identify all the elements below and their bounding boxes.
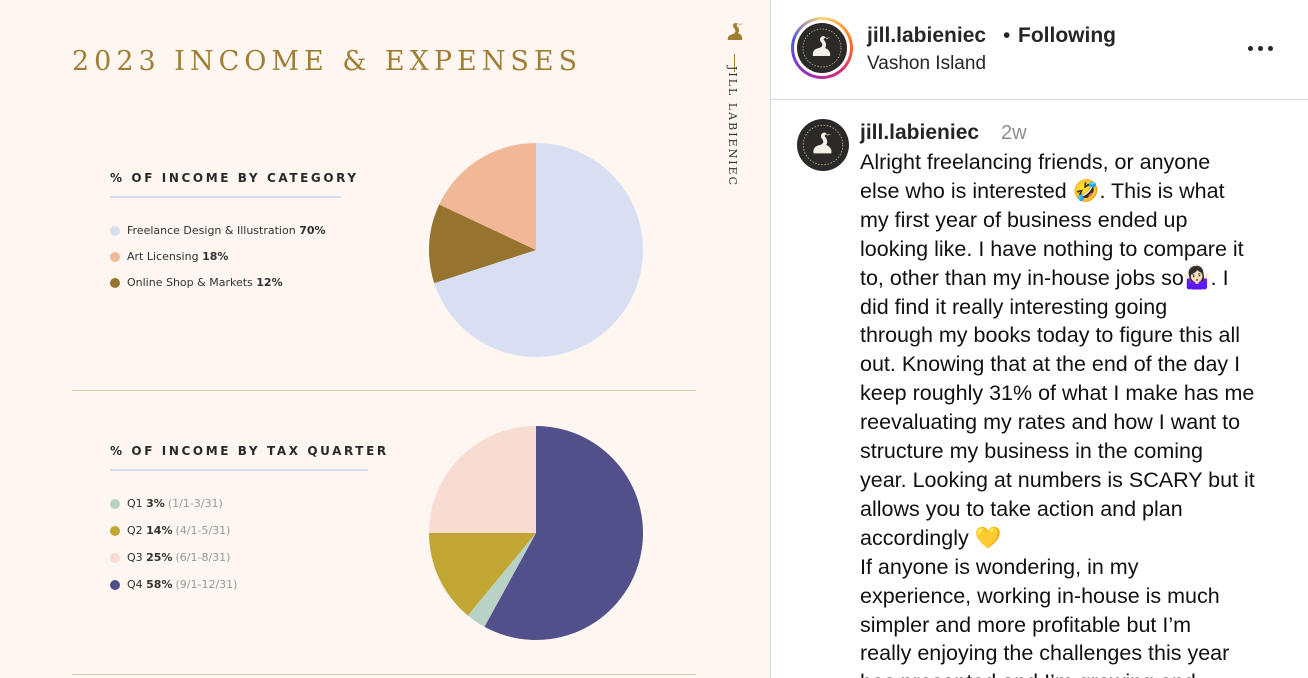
- legend-percent: 25%: [146, 551, 173, 564]
- caption-line: year. Looking at numbers is SCARY but it: [860, 467, 1255, 492]
- swan-avatar-icon: [802, 28, 842, 68]
- legend-date-range: (6/1-8/31): [175, 551, 231, 564]
- legend-label: Q4: [127, 578, 147, 591]
- caption-line: keep roughly 31% of what I make has me: [860, 381, 1255, 406]
- swan-logo-icon: [727, 23, 743, 40]
- legend-swatch: [110, 226, 120, 236]
- legend-swatch: [110, 252, 120, 262]
- tax-quarter-heading-rule: [110, 469, 368, 471]
- legend-label: Q1: [127, 497, 147, 510]
- swan-avatar-icon: [802, 124, 844, 166]
- caption-text: Alright freelancing friends, or anyone el…: [860, 148, 1290, 678]
- category-pie-chart: [429, 143, 643, 357]
- legend-label: Online Shop & Markets: [127, 276, 257, 289]
- caption-line: experience, working in-house is much: [860, 583, 1220, 608]
- caption-line: If anyone is wondering, in my: [860, 554, 1139, 579]
- legend-label: Q3: [127, 551, 147, 564]
- legend-percent: 58%: [146, 578, 173, 591]
- legend-item: Online Shop & Markets 12%: [110, 275, 326, 290]
- caption-line: to, other than my in-house jobs so🤷🏻‍♀️.…: [860, 265, 1229, 290]
- legend-date-range: (4/1-5/31): [175, 524, 231, 537]
- caption-line: simpler and more profitable but I’m: [860, 612, 1192, 637]
- caption-line: did find it really interesting going: [860, 294, 1168, 319]
- pie-slice: [439, 143, 536, 250]
- image-title: 2023 INCOME & EXPENSES: [72, 46, 583, 77]
- legend-item: Art Licensing 18%: [110, 249, 326, 264]
- caption-avatar[interactable]: [797, 119, 849, 171]
- category-heading: % OF INCOME BY CATEGORY: [110, 171, 359, 185]
- caption-line: out. Knowing that at the end of the day …: [860, 352, 1241, 377]
- caption-line: else who is interested 🤣. This is what: [860, 178, 1225, 203]
- header-username[interactable]: jill.labieniec: [867, 24, 987, 47]
- section-divider-bottom: [72, 674, 696, 675]
- tax-quarter-legend: Q1 3% (1/1-3/31) Q2 14% (4/1-5/31) Q3 25% (6/…: [110, 496, 237, 604]
- location-link[interactable]: Vashon Island: [867, 53, 987, 74]
- legend-percent: 3%: [146, 497, 165, 510]
- category-heading-rule: [110, 196, 341, 198]
- legend-swatch: [110, 526, 120, 536]
- legend-percent: 18%: [202, 250, 229, 263]
- legend-item: Freelance Design & Illustration 70%: [110, 223, 326, 238]
- more-options-icon[interactable]: [1241, 30, 1281, 66]
- caption-line: has presented and I’m growing and: [860, 668, 1290, 678]
- pie-slice: [429, 204, 536, 284]
- brand-name: JILL LABIENIEC: [726, 66, 739, 187]
- caption-line: through my books today to figure this al…: [860, 323, 1241, 348]
- legend-swatch: [110, 499, 120, 509]
- following-button[interactable]: Following: [1018, 24, 1116, 47]
- post-image[interactable]: 2023 INCOME & EXPENSES JILL LABIENIEC % …: [0, 0, 770, 678]
- brand-mark: JILL LABIENIEC: [720, 20, 750, 187]
- legend-swatch: [110, 278, 120, 288]
- post-header: jill.labieniec • Following Vashon Island: [771, 0, 1308, 100]
- legend-item: Q1 3% (1/1-3/31): [110, 496, 237, 511]
- pie-slice: [467, 533, 536, 627]
- legend-swatch: [110, 580, 120, 590]
- post-caption: jill.labieniec 2w Alright freelancing fr…: [771, 101, 1308, 678]
- caption-username[interactable]: jill.labieniec: [860, 121, 980, 144]
- legend-percent: 70%: [299, 224, 326, 237]
- post-panel: jill.labieniec • Following Vashon Island…: [770, 0, 1308, 678]
- legend-percent: 14%: [146, 524, 173, 537]
- header-separator: •: [1003, 24, 1011, 47]
- caption-line: reevaluating my rates and how I want to: [860, 410, 1241, 435]
- legend-label: Art Licensing: [127, 250, 203, 263]
- legend-label: Q2: [127, 524, 147, 537]
- section-divider: [72, 390, 696, 391]
- pie-slice: [434, 143, 643, 357]
- legend-date-range: (1/1-3/31): [167, 497, 223, 510]
- caption-line: really enjoying the challenges this year: [860, 641, 1230, 666]
- legend-date-range: (9/1-12/31): [175, 578, 238, 591]
- brand-divider: [734, 54, 735, 72]
- caption-line: looking like. I have nothing to compare …: [860, 236, 1244, 261]
- legend-item: Q2 14% (4/1-5/31): [110, 523, 237, 538]
- story-ring[interactable]: [791, 17, 853, 79]
- caption-line: accordingly 💛: [860, 525, 1002, 550]
- legend-label: Freelance Design & Illustration: [127, 224, 300, 237]
- category-legend: Freelance Design & Illustration 70% Art L…: [110, 223, 326, 301]
- pie-slice: [429, 533, 536, 616]
- tax-quarter-pie-chart: [429, 426, 643, 640]
- legend-percent: 12%: [256, 276, 283, 289]
- caption-timestamp[interactable]: 2w: [1001, 122, 1027, 144]
- legend-item: Q4 58% (9/1-12/31): [110, 577, 237, 592]
- pie-slice: [484, 426, 643, 640]
- caption-line: Alright freelancing friends, or anyone: [860, 150, 1211, 174]
- avatar[interactable]: [797, 23, 847, 73]
- caption-line: my first year of business ended up: [860, 207, 1188, 232]
- legend-item: Q3 25% (6/1-8/31): [110, 550, 237, 565]
- tax-quarter-heading: % OF INCOME BY TAX QUARTER: [110, 444, 389, 458]
- caption-line: allows you to take action and plan: [860, 496, 1183, 521]
- legend-swatch: [110, 553, 120, 563]
- pie-slice: [429, 426, 536, 533]
- caption-line: structure my business in the coming: [860, 439, 1203, 464]
